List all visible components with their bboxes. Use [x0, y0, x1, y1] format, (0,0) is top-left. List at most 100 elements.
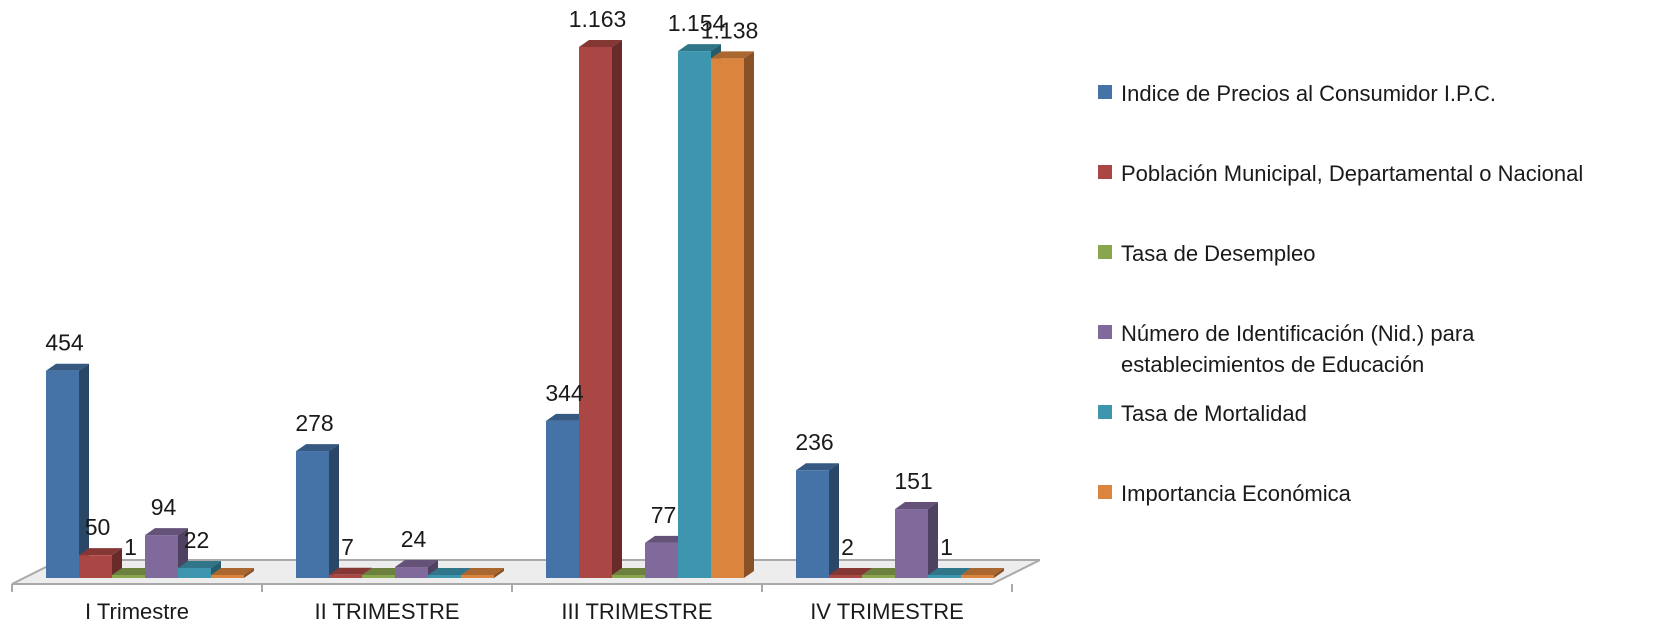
- legend-swatch: [1098, 245, 1112, 259]
- bar-top-face: [461, 568, 504, 575]
- legend-swatch: [1098, 325, 1112, 339]
- bar-front-face: [296, 451, 329, 578]
- legend-swatch: [1098, 405, 1112, 419]
- bar-front-face: [112, 575, 145, 578]
- bar-front-face: [711, 58, 744, 579]
- legend-label: Tasa de Desempleo: [1121, 241, 1316, 266]
- bar-top-face: [678, 44, 721, 52]
- legend-swatch: [1098, 485, 1112, 499]
- bar-front-face: [579, 47, 612, 578]
- data-label: 1: [940, 534, 953, 560]
- legend-label: Importancia Económica: [1121, 481, 1351, 506]
- bar-top-face: [145, 528, 188, 536]
- data-label: 24: [401, 526, 427, 552]
- legend-item: Tasa de Desempleo: [1098, 238, 1631, 269]
- bar-top-face: [395, 560, 438, 568]
- bar-top-face: [928, 568, 971, 575]
- bar-front-face: [961, 575, 994, 578]
- data-label: 344: [545, 380, 584, 406]
- bar-top-face: [961, 568, 1004, 575]
- category-tick-label: I Trimestre: [85, 599, 189, 624]
- data-label: 236: [795, 429, 833, 455]
- bar-top-face: [862, 568, 905, 575]
- legend-label: Población Municipal, Departamental o Nac…: [1121, 161, 1584, 186]
- data-label: 50: [85, 514, 111, 540]
- bar-front-face: [395, 567, 428, 578]
- bar-top-face: [829, 568, 872, 575]
- bar: [46, 363, 89, 578]
- bar-front-face: [461, 575, 494, 578]
- bar-front-face: [645, 542, 678, 578]
- bar-front-face: [895, 509, 928, 578]
- bar: [711, 51, 754, 579]
- bar: [961, 568, 1004, 578]
- bar-top-face: [46, 363, 89, 371]
- bar-front-face: [329, 574, 362, 578]
- bar-front-face: [178, 567, 211, 578]
- bar-front-face: [428, 575, 461, 578]
- legend-item: Indice de Precios al Consumidor I.P.C.: [1098, 78, 1631, 109]
- bar-top-face: [211, 568, 254, 575]
- legend-swatch: [1098, 85, 1112, 99]
- bar-side-face: [829, 463, 839, 578]
- bar-front-face: [796, 470, 829, 578]
- bar-side-face: [79, 363, 89, 578]
- bar-top-face: [362, 568, 405, 575]
- bar-front-face: [362, 575, 395, 578]
- legend-item: Importancia Económica: [1098, 478, 1631, 509]
- data-label: 1.154: [668, 10, 726, 36]
- legend-label: Indice de Precios al Consumidor I.P.C.: [1121, 81, 1496, 106]
- bar-top-face: [329, 567, 372, 575]
- data-label: 22: [184, 527, 210, 553]
- bar: [461, 568, 504, 578]
- bar-side-face: [928, 502, 938, 578]
- bar-top-face: [112, 568, 155, 575]
- legend-label: Número de Identificación (Nid.) para est…: [1121, 321, 1475, 377]
- data-label: 151: [894, 468, 932, 494]
- bar-front-face: [612, 575, 645, 578]
- data-label: 1: [124, 534, 137, 560]
- data-label: 7: [341, 534, 354, 560]
- bar-top-face: [296, 444, 339, 452]
- bar-front-face: [79, 555, 112, 578]
- bar: [296, 444, 339, 578]
- data-label: 1.163: [569, 6, 627, 32]
- chart-floor: [11, 559, 1040, 592]
- category-labels: I Trimestre II TRIMESTRE III TRIMESTRE IV T…: [85, 599, 964, 624]
- bar-side-face: [494, 568, 504, 578]
- bar-side-face: [329, 444, 339, 578]
- bar-side-face: [744, 51, 754, 579]
- bar-side-face: [244, 568, 254, 578]
- bar-top-face: [711, 51, 754, 59]
- data-label: 1.138: [701, 17, 759, 43]
- bar: [796, 463, 839, 578]
- bar-top-face: [79, 548, 122, 556]
- bar-top-face: [645, 535, 688, 543]
- bar-front-face: [145, 535, 178, 578]
- bar-top-face: [178, 560, 221, 568]
- bar-top-face: [546, 413, 589, 421]
- category-tick-label: III TRIMESTRE: [561, 599, 712, 624]
- bar-front-face: [862, 575, 895, 578]
- legend-label: Tasa de Mortalidad: [1121, 401, 1307, 426]
- data-label: 454: [45, 330, 84, 356]
- category-tick-label: IV TRIMESTRE: [810, 599, 964, 624]
- bar-front-face: [829, 575, 862, 578]
- bar: [211, 568, 254, 578]
- bar-top-face: [579, 40, 622, 47]
- data-label: 77: [651, 502, 677, 528]
- bar-side-face: [994, 568, 1004, 578]
- bar-top-face: [612, 568, 655, 575]
- bar-front-face: [678, 51, 711, 579]
- bar: [895, 502, 938, 578]
- bar-top-face: [428, 568, 471, 575]
- bar-front-face: [46, 370, 79, 578]
- legend-item: Tasa de Mortalidad: [1098, 398, 1631, 429]
- bar-front-face: [928, 575, 961, 578]
- data-label: 2: [841, 534, 854, 560]
- bar-marks: [46, 40, 1004, 579]
- bar-side-face: [612, 40, 622, 578]
- bar-top-face: [895, 502, 938, 510]
